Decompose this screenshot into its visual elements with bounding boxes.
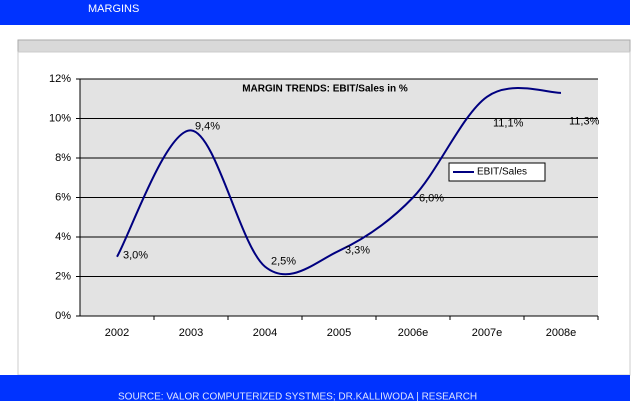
- line-series: [116, 87, 562, 276]
- y-tick-label: 2%: [55, 270, 71, 282]
- legend-box: [448, 162, 546, 182]
- footer-source: SOURCE: VALOR COMPUTERIZED SYSTMES; DR.K…: [118, 392, 477, 401]
- data-label: 11,1%: [493, 118, 524, 130]
- x-tick-label: 2007e: [472, 327, 503, 339]
- x-tick-label: 2006e: [398, 327, 429, 339]
- data-label: 11,3%: [569, 116, 600, 128]
- y-tick-label: 0%: [55, 310, 71, 322]
- chart: 0% 2% 4% 6% 8% 10% 12% 2002 2003 2004 2005 2006e 200…: [49, 73, 600, 339]
- data-label: 2,5%: [271, 256, 296, 268]
- data-label: 3,0%: [123, 250, 148, 262]
- y-tick-label: 10%: [49, 112, 71, 124]
- x-tick-label: 2003: [179, 327, 203, 339]
- data-label: 3,3%: [345, 245, 370, 257]
- data-label: 6,0%: [419, 192, 444, 204]
- x-tick-label: 2008e: [546, 327, 577, 339]
- header-title: MARGINS: [88, 3, 139, 15]
- sub-bar: [17, 39, 631, 53]
- x-tick-label: 2005: [327, 327, 351, 339]
- data-label: 9,4%: [195, 120, 220, 132]
- x-tick-label: 2004: [253, 327, 277, 339]
- chart-title: MARGIN TRENDS: EBIT/Sales in %: [242, 84, 408, 95]
- y-tick-label: 8%: [55, 152, 71, 164]
- x-tick-label: 2002: [105, 327, 129, 339]
- y-tick-label: 12%: [49, 73, 71, 85]
- footer-bar: [0, 375, 630, 401]
- y-tick-label: 6%: [55, 191, 71, 203]
- legend-label: EBIT/Sales: [477, 167, 527, 178]
- header-bar: [0, 0, 630, 25]
- y-tick-label: 4%: [55, 231, 71, 243]
